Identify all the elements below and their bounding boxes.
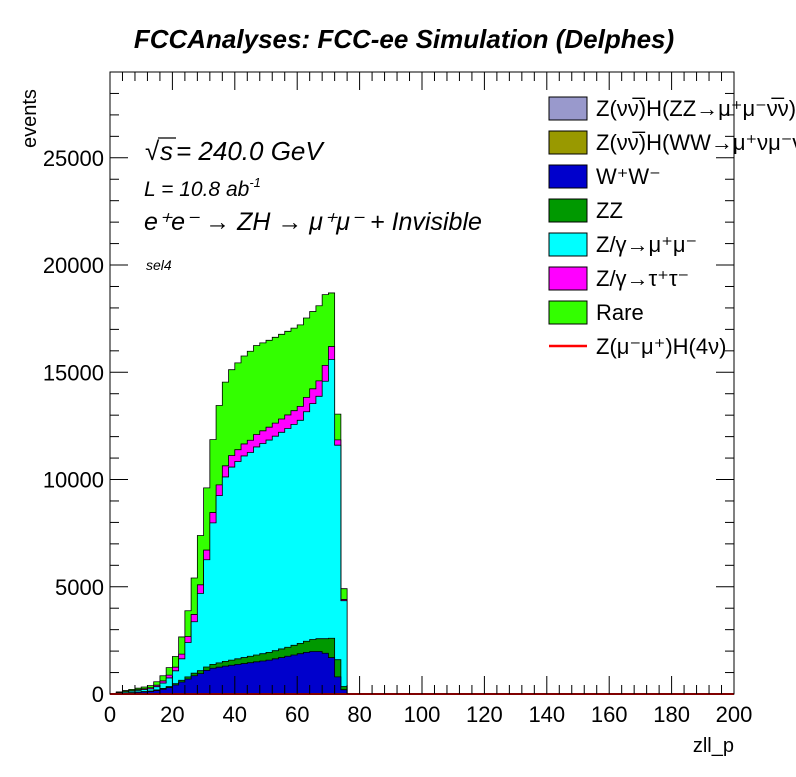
legend-swatch	[548, 164, 588, 189]
annotation-energy: = 240.0 GeV	[176, 136, 325, 166]
y-axis-label: events	[19, 89, 41, 148]
x-tick-label: 60	[285, 702, 309, 727]
x-tick-label: 140	[528, 702, 565, 727]
y-axis: 0 5000 10000 15000 20000 25000	[43, 71, 734, 707]
y-tick-label: 15000	[43, 360, 104, 385]
y-tick-label: 5000	[55, 575, 104, 600]
legend-swatch	[548, 96, 588, 121]
annotation-lumi: L = 10.8 ab-1	[144, 175, 261, 201]
chart-title: FCCAnalyses: FCC-ee Simulation (Delphes)	[134, 24, 674, 54]
annotation-lumi-exp: -1	[249, 175, 261, 190]
legend: Z(νν̅)H(ZZ→μ⁺μ⁻ν̅ν) Z(νν̅)H(WW→μ⁺νμ⁻ν̅) W⁺…	[548, 96, 796, 359]
stack-series-2	[110, 651, 734, 695]
annotation-selection: sel4	[146, 257, 172, 273]
y-tick-label: 20000	[43, 253, 104, 278]
x-tick-label: 180	[653, 702, 690, 727]
legend-swatch	[548, 198, 588, 223]
x-tick-label: 40	[223, 702, 247, 727]
legend-label: ZZ	[596, 198, 623, 223]
sqrt-symbol: √	[145, 136, 160, 166]
legend-swatch	[548, 300, 588, 325]
annotation-process: e⁺e⁻ → ZH → μ⁺μ⁻ + Invisible	[144, 208, 482, 236]
x-tick-label: 100	[404, 702, 441, 727]
x-tick-label: 200	[716, 702, 753, 727]
x-tick-label: 0	[104, 702, 116, 727]
legend-label: Rare	[596, 300, 644, 325]
annotations: √ s = 240.0 GeV L = 10.8 ab-1 e⁺e⁻ → ZH …	[144, 136, 482, 273]
legend-swatch	[548, 266, 588, 291]
x-tick-label: 80	[347, 702, 371, 727]
legend-label: Z(νν̅)H(WW→μ⁺νμ⁻ν̅)	[596, 130, 796, 155]
legend-label: Z(μ⁻μ⁺)H(4ν)	[596, 334, 726, 359]
annotation-lumi-main: L = 10.8 ab	[144, 178, 250, 201]
y-tick-label: 25000	[43, 146, 104, 171]
x-tick-label: 160	[591, 702, 628, 727]
legend-swatch	[548, 232, 588, 257]
x-axis-label: zll_p	[693, 735, 734, 757]
legend-label: Z(νν̅)H(ZZ→μ⁺μ⁻ν̅ν)	[596, 96, 796, 121]
y-tick-label: 10000	[43, 468, 104, 493]
stack-series-4	[110, 359, 734, 695]
legend-label: Z/γ→μ⁺μ⁻	[596, 232, 697, 257]
legend-label: W⁺W⁻	[596, 164, 661, 189]
legend-label: Z/γ→τ⁺τ⁻	[596, 266, 689, 291]
x-tick-label: 120	[466, 702, 503, 727]
y-tick-label: 0	[92, 682, 104, 707]
legend-swatch	[548, 130, 588, 155]
x-tick-label: 20	[160, 702, 184, 727]
annotation-sqrt-s: s	[160, 136, 173, 166]
x-axis: 0 20 40 60 80 100 120 140 160 180 200	[104, 72, 752, 727]
